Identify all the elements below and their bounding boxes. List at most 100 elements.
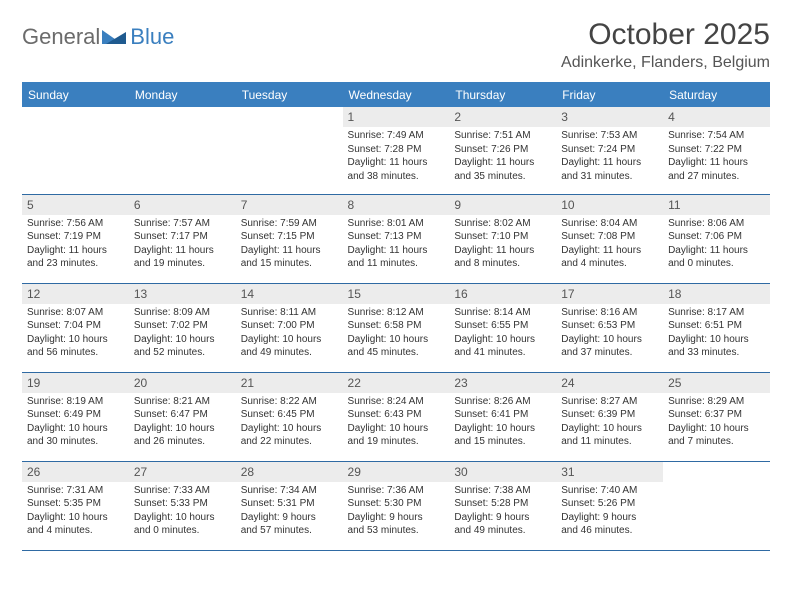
sunset-line: Sunset: 6:55 PM	[454, 319, 551, 333]
daylight-line-2: and 33 minutes.	[668, 346, 765, 360]
daylight-line-1: Daylight: 11 hours	[668, 244, 765, 258]
daylight-line-2: and 56 minutes.	[27, 346, 124, 360]
day-number: 2	[449, 107, 556, 127]
calendar-day-cell: 14Sunrise: 8:11 AMSunset: 7:00 PMDayligh…	[236, 283, 343, 372]
weekday-header-row: Sunday Monday Tuesday Wednesday Thursday…	[22, 83, 770, 108]
calendar-page: General Blue October 2025 Adinkerke, Fla…	[0, 0, 792, 551]
calendar-day-cell: 10Sunrise: 8:04 AMSunset: 7:08 PMDayligh…	[556, 194, 663, 283]
sunset-line: Sunset: 7:06 PM	[668, 230, 765, 244]
day-number: 11	[663, 195, 770, 215]
daylight-line-2: and 0 minutes.	[134, 524, 231, 538]
calendar-day-cell: 16Sunrise: 8:14 AMSunset: 6:55 PMDayligh…	[449, 283, 556, 372]
weekday-header: Tuesday	[236, 83, 343, 108]
daylight-line-2: and 23 minutes.	[27, 257, 124, 271]
sunrise-line: Sunrise: 8:26 AM	[454, 395, 551, 409]
calendar-week-row: 19Sunrise: 8:19 AMSunset: 6:49 PMDayligh…	[22, 372, 770, 461]
brand-part2: Blue	[130, 24, 174, 50]
sunrise-line: Sunrise: 8:19 AM	[27, 395, 124, 409]
daylight-line-1: Daylight: 11 hours	[134, 244, 231, 258]
day-number: 17	[556, 284, 663, 304]
daylight-line-1: Daylight: 10 hours	[454, 333, 551, 347]
sunrise-line: Sunrise: 8:27 AM	[561, 395, 658, 409]
brand-part1: General	[22, 24, 100, 50]
sunrise-line: Sunrise: 7:36 AM	[348, 484, 445, 498]
sunrise-line: Sunrise: 8:17 AM	[668, 306, 765, 320]
calendar-day-cell: 29Sunrise: 7:36 AMSunset: 5:30 PMDayligh…	[343, 461, 450, 550]
sunset-line: Sunset: 5:30 PM	[348, 497, 445, 511]
daylight-line-1: Daylight: 10 hours	[27, 333, 124, 347]
sunrise-line: Sunrise: 7:59 AM	[241, 217, 338, 231]
daylight-line-2: and 11 minutes.	[561, 435, 658, 449]
sunrise-line: Sunrise: 8:16 AM	[561, 306, 658, 320]
daylight-line-2: and 52 minutes.	[134, 346, 231, 360]
daylight-line-2: and 15 minutes.	[241, 257, 338, 271]
daylight-line-1: Daylight: 11 hours	[561, 244, 658, 258]
sunset-line: Sunset: 6:41 PM	[454, 408, 551, 422]
calendar-day-cell: .	[129, 107, 236, 194]
daylight-line-2: and 11 minutes.	[348, 257, 445, 271]
weekday-header: Saturday	[663, 83, 770, 108]
weekday-header: Monday	[129, 83, 236, 108]
calendar-day-cell: 1Sunrise: 7:49 AMSunset: 7:28 PMDaylight…	[343, 107, 450, 194]
day-number: 13	[129, 284, 236, 304]
sunrise-line: Sunrise: 8:11 AM	[241, 306, 338, 320]
calendar-day-cell: 23Sunrise: 8:26 AMSunset: 6:41 PMDayligh…	[449, 372, 556, 461]
calendar-day-cell: 15Sunrise: 8:12 AMSunset: 6:58 PMDayligh…	[343, 283, 450, 372]
calendar-day-cell: 11 Sunrise: 8:06 AMSunset: 7:06 PMDayligh…	[663, 194, 770, 283]
sunset-line: Sunset: 6:58 PM	[348, 319, 445, 333]
day-number: 9	[449, 195, 556, 215]
daylight-line-1: Daylight: 10 hours	[348, 422, 445, 436]
day-number: 12	[22, 284, 129, 304]
daylight-line-2: and 37 minutes.	[561, 346, 658, 360]
sunrise-line: Sunrise: 7:53 AM	[561, 129, 658, 143]
sunset-line: Sunset: 7:04 PM	[27, 319, 124, 333]
calendar-day-cell: 22Sunrise: 8:24 AMSunset: 6:43 PMDayligh…	[343, 372, 450, 461]
sunset-line: Sunset: 7:02 PM	[134, 319, 231, 333]
calendar-day-cell: 4Sunrise: 7:54 AMSunset: 7:22 PMDaylight…	[663, 107, 770, 194]
sunrise-line: Sunrise: 7:51 AM	[454, 129, 551, 143]
day-number: 27	[129, 462, 236, 482]
day-number: 29	[343, 462, 450, 482]
calendar-week-row: 26Sunrise: 7:31 AMSunset: 5:35 PMDayligh…	[22, 461, 770, 550]
calendar-table: Sunday Monday Tuesday Wednesday Thursday…	[22, 82, 770, 551]
day-number: 16	[449, 284, 556, 304]
sunrise-line: Sunrise: 7:33 AM	[134, 484, 231, 498]
calendar-day-cell: 12 Sunrise: 8:07 AMSunset: 7:04 PMDayligh…	[22, 283, 129, 372]
weekday-header: Wednesday	[343, 83, 450, 108]
sunset-line: Sunset: 6:37 PM	[668, 408, 765, 422]
day-number: 6	[129, 195, 236, 215]
sunrise-line: Sunrise: 8:09 AM	[134, 306, 231, 320]
daylight-line-1: Daylight: 10 hours	[561, 422, 658, 436]
day-number: 5	[22, 195, 129, 215]
sunrise-line: Sunrise: 8:06 AM	[668, 217, 765, 231]
daylight-line-1: Daylight: 10 hours	[241, 333, 338, 347]
sunset-line: Sunset: 7:22 PM	[668, 143, 765, 157]
daylight-line-1: Daylight: 11 hours	[27, 244, 124, 258]
sunrise-line: Sunrise: 8:22 AM	[241, 395, 338, 409]
daylight-line-2: and 38 minutes.	[348, 170, 445, 184]
day-number: 3	[556, 107, 663, 127]
sunrise-line: Sunrise: 7:49 AM	[348, 129, 445, 143]
sunrise-line: Sunrise: 7:34 AM	[241, 484, 338, 498]
daylight-line-2: and 22 minutes.	[241, 435, 338, 449]
sunrise-line: Sunrise: 7:40 AM	[561, 484, 658, 498]
sunset-line: Sunset: 6:45 PM	[241, 408, 338, 422]
daylight-line-1: Daylight: 10 hours	[561, 333, 658, 347]
sunset-line: Sunset: 7:24 PM	[561, 143, 658, 157]
day-number: 25	[663, 373, 770, 393]
sunset-line: Sunset: 7:00 PM	[241, 319, 338, 333]
sunset-line: Sunset: 5:33 PM	[134, 497, 231, 511]
sunset-line: Sunset: 7:08 PM	[561, 230, 658, 244]
daylight-line-1: Daylight: 9 hours	[241, 511, 338, 525]
calendar-day-cell: .	[22, 107, 129, 194]
day-number: 21	[236, 373, 343, 393]
calendar-week-row: ...1Sunrise: 7:49 AMSunset: 7:28 PMDayli…	[22, 107, 770, 194]
calendar-day-cell: 28Sunrise: 7:34 AMSunset: 5:31 PMDayligh…	[236, 461, 343, 550]
sunset-line: Sunset: 6:39 PM	[561, 408, 658, 422]
calendar-day-cell: 7Sunrise: 7:59 AMSunset: 7:15 PMDaylight…	[236, 194, 343, 283]
daylight-line-1: Daylight: 10 hours	[27, 511, 124, 525]
calendar-week-row: 12Sunrise: 8:07 AMSunset: 7:04 PMDayligh…	[22, 283, 770, 372]
daylight-line-2: and 53 minutes.	[348, 524, 445, 538]
sunrise-line: Sunrise: 8:07 AM	[27, 306, 124, 320]
calendar-day-cell: 30Sunrise: 7:38 AMSunset: 5:28 PMDayligh…	[449, 461, 556, 550]
